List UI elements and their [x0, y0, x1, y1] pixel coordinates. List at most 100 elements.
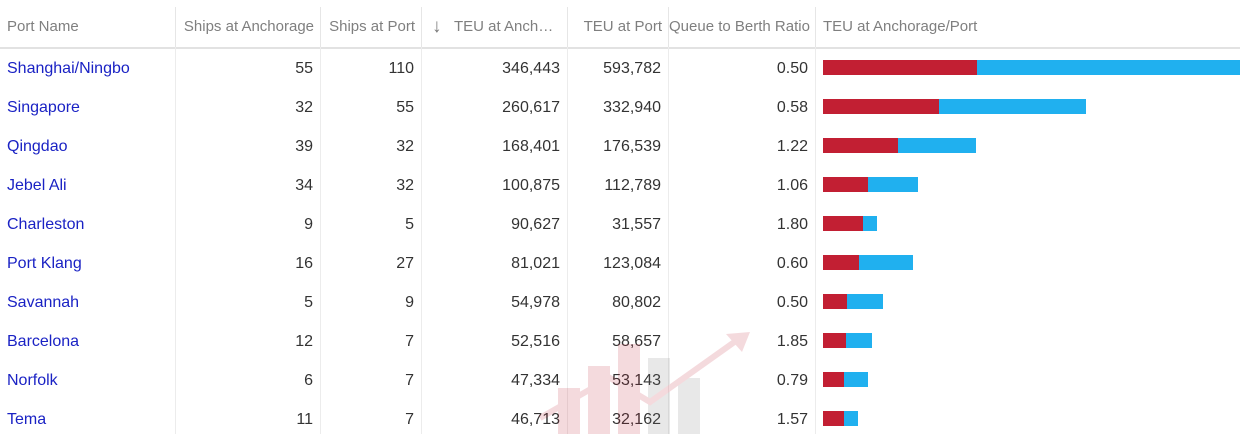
port-name-link[interactable]: Norfolk — [7, 372, 58, 389]
teu-at-port-cell: 332,940 — [603, 99, 661, 116]
teu-anchorage-bar — [823, 99, 939, 114]
table-row: Qingdao 39 32 168,401 176,539 1.22 — [0, 127, 1240, 166]
ships-at-port-cell: 7 — [405, 333, 414, 350]
sort-descending-arrow-icon[interactable]: ↓ — [432, 16, 442, 37]
port-name-link[interactable]: Barcelona — [7, 333, 80, 350]
teu-anchorage-bar — [823, 255, 859, 270]
queue-to-berth-ratio-cell: 0.50 — [776, 60, 808, 77]
ships-at-port-cell: 110 — [388, 60, 414, 77]
teu-at-anchorage-cell: 46,713 — [511, 411, 560, 428]
table-row: Singapore 32 55 260,617 332,940 0.58 — [0, 88, 1240, 127]
column-header-teu-at-anchorage-label: TEU at Anchora... — [454, 18, 561, 35]
ships-at-anchorage-cell: 9 — [304, 216, 313, 233]
teu-port-bar — [863, 216, 878, 231]
column-divider — [175, 47, 176, 434]
ships-at-anchorage-cell: 11 — [296, 411, 313, 428]
table-row: Barcelona 12 7 52,516 58,657 1.85 — [0, 322, 1240, 361]
ships-at-anchorage-cell: 32 — [295, 99, 313, 116]
teu-anchorage-bar — [823, 216, 864, 231]
teu-at-anchorage-cell: 47,334 — [511, 372, 560, 389]
column-header-teu-at-port[interactable]: TEU at Port — [567, 7, 668, 47]
queue-to-berth-ratio-cell: 1.57 — [776, 411, 808, 428]
table-row: Shanghai/Ningbo 55 110 346,443 593,782 0.50 — [0, 49, 1240, 88]
teu-anchorage-bar — [823, 294, 848, 309]
column-divider — [421, 47, 422, 434]
ships-at-anchorage-cell: 34 — [295, 177, 313, 194]
port-name-link[interactable]: Qingdao — [7, 138, 68, 155]
port-name-link[interactable]: Jebel Ali — [7, 177, 67, 194]
table-row: Savannah 5 9 54,978 80,802 0.50 — [0, 283, 1240, 322]
teu-port-bar — [938, 99, 1087, 114]
teu-at-anchorage-cell: 52,516 — [511, 333, 560, 350]
teu-at-port-cell: 593,782 — [603, 60, 661, 77]
ships-at-anchorage-cell: 12 — [295, 333, 313, 350]
table-header: Port Name Ships at Anchorage Ships at Po… — [0, 7, 1240, 49]
column-header-queue-to-berth-ratio[interactable]: Queue to Berth Ratio — [668, 7, 815, 47]
queue-to-berth-ratio-cell: 0.60 — [776, 255, 808, 272]
port-name-link[interactable]: Port Klang — [7, 255, 82, 272]
teu-anchorage-bar — [823, 411, 844, 426]
ships-at-anchorage-cell: 5 — [304, 294, 313, 311]
ships-at-anchorage-cell: 55 — [295, 60, 313, 77]
queue-to-berth-ratio-cell: 0.79 — [776, 372, 808, 389]
teu-port-bar — [843, 411, 858, 426]
ships-at-port-cell: 5 — [405, 216, 414, 233]
ships-at-port-cell: 55 — [396, 99, 414, 116]
column-divider — [668, 47, 669, 434]
table-row: Jebel Ali 34 32 100,875 112,789 1.06 — [0, 166, 1240, 205]
queue-to-berth-ratio-cell: 0.58 — [776, 99, 808, 116]
teu-at-anchorage-cell: 81,021 — [511, 255, 560, 272]
teu-at-anchorage-cell: 346,443 — [502, 60, 560, 77]
ships-at-port-cell: 32 — [396, 138, 414, 155]
teu-port-bar — [976, 60, 1240, 75]
port-name-link[interactable]: Savannah — [7, 294, 80, 311]
teu-port-bar — [844, 372, 868, 387]
column-header-ships-at-anchorage[interactable]: Ships at Anchorage — [175, 7, 320, 47]
table-row: Port Klang 16 27 81,021 123,084 0.60 — [0, 244, 1240, 283]
teu-at-anchorage-cell: 54,978 — [511, 294, 560, 311]
teu-at-port-cell: 32,162 — [612, 411, 661, 428]
ships-at-port-cell: 27 — [396, 255, 414, 272]
teu-anchorage-bar — [823, 60, 977, 75]
teu-anchorage-bar — [823, 138, 898, 153]
ships-at-port-cell: 32 — [396, 177, 414, 194]
teu-at-port-cell: 53,143 — [612, 372, 661, 389]
teu-port-bar — [867, 177, 918, 192]
column-divider — [567, 47, 568, 434]
table-row: Tema 11 7 46,713 32,162 1.57 — [0, 400, 1240, 439]
port-name-link[interactable]: Charleston — [7, 216, 85, 233]
column-divider — [815, 47, 816, 434]
queue-to-berth-ratio-cell: 0.50 — [776, 294, 808, 311]
teu-at-port-cell: 58,657 — [612, 333, 661, 350]
teu-anchorage-bar — [823, 333, 847, 348]
teu-port-bar — [847, 294, 884, 309]
teu-at-port-cell: 31,557 — [612, 216, 661, 233]
teu-at-anchorage-cell: 90,627 — [511, 216, 560, 233]
port-name-link[interactable]: Shanghai/Ningbo — [7, 60, 130, 77]
port-name-link[interactable]: Singapore — [7, 99, 80, 116]
teu-port-bar — [858, 255, 914, 270]
ships-at-anchorage-cell: 16 — [295, 255, 313, 272]
queue-to-berth-ratio-cell: 1.80 — [776, 216, 808, 233]
queue-to-berth-ratio-cell: 1.22 — [776, 138, 808, 155]
teu-at-port-cell: 176,539 — [603, 138, 661, 155]
port-name-link[interactable]: Tema — [7, 411, 47, 428]
teu-at-anchorage-cell: 100,875 — [502, 177, 560, 194]
teu-at-anchorage-cell: 260,617 — [502, 99, 560, 116]
table-row: Charleston 9 5 90,627 31,557 1.80 — [0, 205, 1240, 244]
teu-port-bar — [846, 333, 873, 348]
column-header-port-name[interactable]: Port Name — [7, 18, 79, 35]
ships-at-port-cell: 9 — [405, 294, 414, 311]
ships-at-anchorage-cell: 39 — [295, 138, 313, 155]
teu-at-port-cell: 123,084 — [603, 255, 661, 272]
column-header-teu-anchorage-port[interactable]: TEU at Anchorage/Port — [815, 7, 1240, 47]
teu-anchorage-bar — [823, 177, 868, 192]
column-header-ships-at-port[interactable]: Ships at Port — [320, 7, 421, 47]
teu-at-port-cell: 112,789 — [604, 177, 661, 194]
column-header-teu-at-anchorage[interactable]: ↓ TEU at Anchora... — [421, 7, 567, 47]
queue-to-berth-ratio-cell: 1.85 — [776, 333, 808, 350]
teu-anchorage-bar — [823, 372, 844, 387]
teu-at-anchorage-cell: 168,401 — [502, 138, 560, 155]
teu-port-bar — [897, 138, 976, 153]
